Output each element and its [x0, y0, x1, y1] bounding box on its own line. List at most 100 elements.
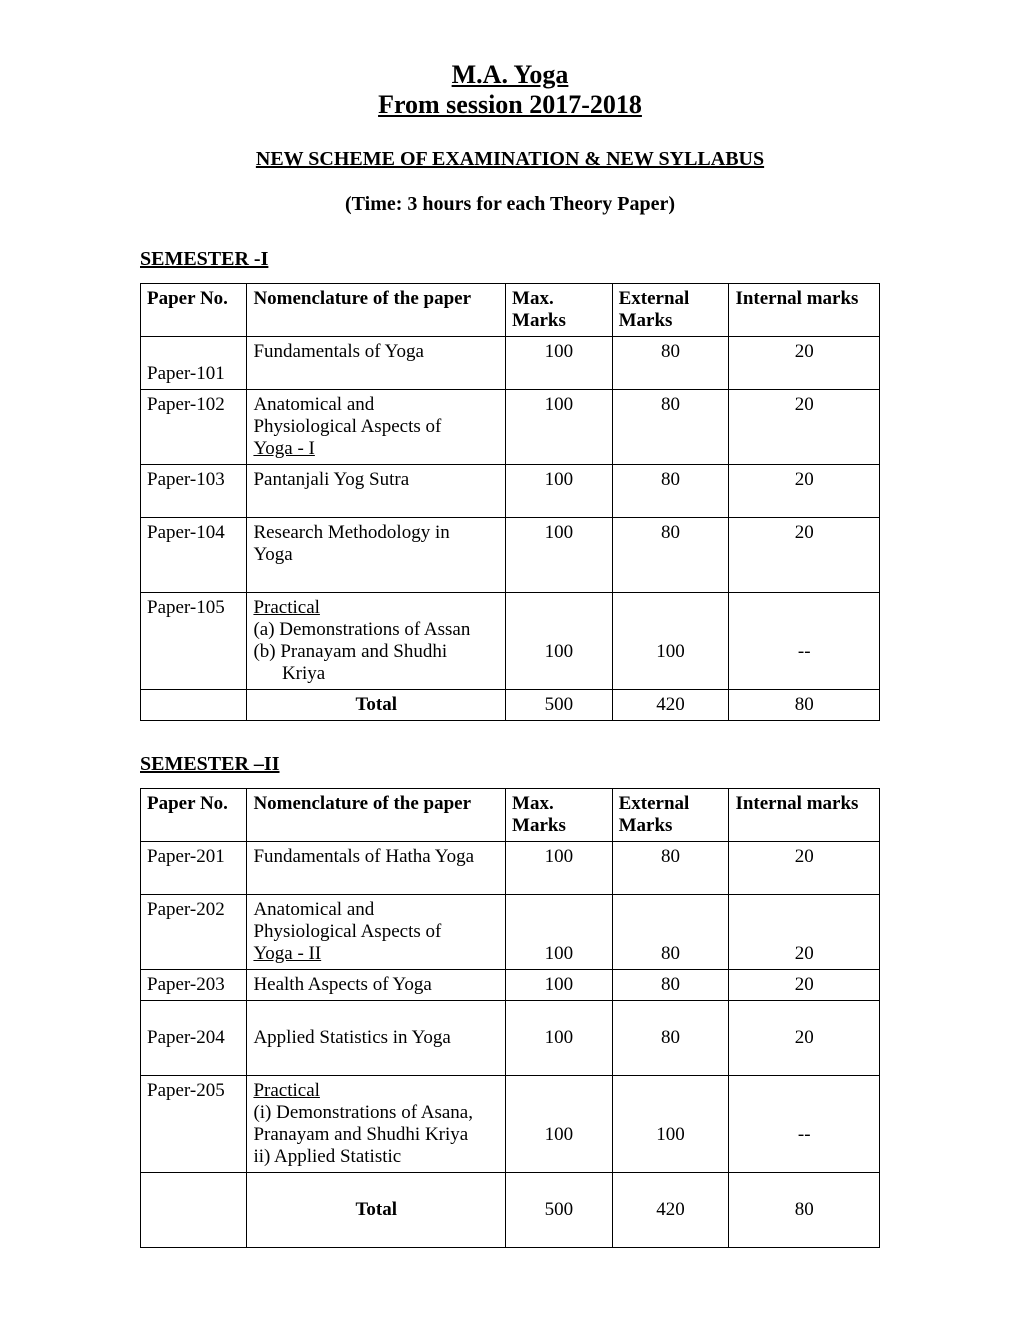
col-max-marks: Max. Marks — [506, 284, 613, 337]
total-empty — [141, 1173, 247, 1248]
internal-marks-cell: -- — [729, 1076, 880, 1173]
paper-no-cell: Paper-202 — [141, 895, 247, 970]
nomenclature-cell: Practical (i) Demonstrations of Asana, P… — [247, 1076, 506, 1173]
table-row: Paper-104 Research Methodology inYoga 10… — [141, 518, 880, 593]
int-val: -- — [798, 1124, 811, 1145]
table-row: Paper-102 Anatomical andPhysiological As… — [141, 390, 880, 465]
total-ext: 420 — [612, 690, 729, 721]
paper-no-cell: Paper-201 — [141, 842, 247, 895]
nomenclature-cell: Health Aspects of Yoga — [247, 970, 506, 1001]
external-marks-cell: 80 — [612, 390, 729, 465]
max-val: 100 — [545, 641, 574, 662]
semester-2-table: Paper No. Nomenclature of the paper Max.… — [140, 788, 880, 1248]
external-marks-cell: 80 — [612, 970, 729, 1001]
paper-no-cell: Paper-104 — [141, 518, 247, 593]
external-marks-cell: 80 — [612, 518, 729, 593]
paper-no-cell: Paper-205 — [141, 1076, 247, 1173]
max-marks-cell: 100 — [506, 895, 613, 970]
paper-no-cell: Paper-203 — [141, 970, 247, 1001]
table-header-row: Paper No. Nomenclature of the paper Max.… — [141, 789, 880, 842]
ext-val: 100 — [656, 1124, 685, 1145]
practical-b: (b) Pranayam and Shudhi — [253, 641, 447, 662]
external-marks-cell: 100 — [612, 1076, 729, 1173]
practical-a: (a) Demonstrations of Assan — [253, 619, 470, 640]
nomenclature-cell: Anatomical and Physiological Aspects of … — [247, 895, 506, 970]
paper-no-cell: Paper-101 — [141, 337, 247, 390]
col-ext-l2: Marks — [619, 310, 673, 331]
col-ext-l2: Marks — [619, 815, 673, 836]
external-marks-cell: 80 — [612, 337, 729, 390]
external-marks-cell: 80 — [612, 842, 729, 895]
internal-marks-cell: -- — [729, 593, 880, 690]
semester-2-heading: SEMESTER –II — [140, 753, 880, 776]
nom-text: Applied Statistics in Yoga — [253, 1027, 450, 1048]
total-empty — [141, 690, 247, 721]
paper-no: Paper-204 — [147, 1027, 225, 1048]
col-internal-marks: Internal marks — [729, 789, 880, 842]
max-val: 100 — [545, 1124, 574, 1145]
subtitle: NEW SCHEME OF EXAMINATION & NEW SYLLABUS — [140, 148, 880, 171]
max-marks-cell: 100 — [506, 518, 613, 593]
paper-no-cell: Paper-204 — [141, 1001, 247, 1076]
paper-no-cell: Paper-105 — [141, 593, 247, 690]
nomenclature-cell: Research Methodology inYoga — [247, 518, 506, 593]
max-marks-cell: 100 — [506, 593, 613, 690]
internal-marks-cell: 20 — [729, 337, 880, 390]
table-row: Paper-201 Fundamentals of Hatha Yoga 100… — [141, 842, 880, 895]
internal-marks-cell: 20 — [729, 1001, 880, 1076]
external-marks-cell: 80 — [612, 895, 729, 970]
practical-c: Kriya — [253, 663, 325, 684]
table-total-row: Total 500 420 80 — [141, 690, 880, 721]
semester-1-heading: SEMESTER -I — [140, 248, 880, 271]
nomenclature-cell: Anatomical andPhysiological Aspects ofYo… — [247, 390, 506, 465]
nomenclature-cell: Pantanjali Yog Sutra — [247, 465, 506, 518]
internal-marks-cell: 20 — [729, 465, 880, 518]
nomenclature-cell: Fundamentals of Hatha Yoga — [247, 842, 506, 895]
table-row: Paper-204 Applied Statistics in Yoga 100… — [141, 1001, 880, 1076]
col-nomenclature: Nomenclature of the paper — [247, 284, 506, 337]
col-external-marks: External Marks — [612, 284, 729, 337]
external-marks-cell: 100 — [612, 593, 729, 690]
internal-marks-cell: 20 — [729, 842, 880, 895]
internal-marks-cell: 20 — [729, 895, 880, 970]
col-ext-l1: External — [619, 793, 690, 814]
max-marks-cell: 100 — [506, 970, 613, 1001]
paper-no-cell: Paper-103 — [141, 465, 247, 518]
practical-label: Practical — [253, 1080, 319, 1101]
nom-b: Physiological Aspects of — [253, 921, 441, 942]
table-row: Paper-203 Health Aspects of Yoga 100 80 … — [141, 970, 880, 1001]
total-text: Total — [355, 1199, 397, 1220]
semester-1-table: Paper No. Nomenclature of the paper Max.… — [140, 283, 880, 721]
col-paper-no: Paper No. — [141, 284, 247, 337]
internal-marks-cell: 20 — [729, 390, 880, 465]
page-title-block: M.A. Yoga From session 2017-2018 — [140, 60, 880, 120]
table-row: Paper-101 Fundamentals of Yoga 100 80 20 — [141, 337, 880, 390]
int-val: -- — [798, 641, 811, 662]
paper-no-cell: Paper-102 — [141, 390, 247, 465]
internal-marks-cell: 20 — [729, 970, 880, 1001]
total-label: Total — [247, 690, 506, 721]
nomenclature-cell: Practical (a) Demonstrations of Assan (b… — [247, 593, 506, 690]
title-line-2: From session 2017-2018 — [140, 90, 880, 120]
external-marks-cell: 80 — [612, 465, 729, 518]
col-max-l2: Marks — [512, 815, 566, 836]
col-external-marks: External Marks — [612, 789, 729, 842]
time-note: (Time: 3 hours for each Theory Paper) — [140, 193, 880, 216]
table-row: Paper-103 Pantanjali Yog Sutra 100 80 20 — [141, 465, 880, 518]
external-marks-cell: 80 — [612, 1001, 729, 1076]
max-marks-cell: 100 — [506, 465, 613, 518]
table-total-row: Total 500 420 80 — [141, 1173, 880, 1248]
table-row: Paper-202 Anatomical and Physiological A… — [141, 895, 880, 970]
practical-label: Practical — [253, 597, 319, 618]
max-marks-cell: 100 — [506, 842, 613, 895]
total-max: 500 — [506, 1173, 613, 1248]
paper-no: Paper-101 — [147, 363, 225, 384]
practical-c: ii) Applied Statistic — [253, 1146, 401, 1167]
total-label: Total — [247, 1173, 506, 1248]
title-line-1: M.A. Yoga — [140, 60, 880, 90]
total-ext: 420 — [612, 1173, 729, 1248]
total-max: 500 — [506, 690, 613, 721]
max-marks-cell: 100 — [506, 1001, 613, 1076]
col-internal-marks: Internal marks — [729, 284, 880, 337]
col-nomenclature: Nomenclature of the paper — [247, 789, 506, 842]
